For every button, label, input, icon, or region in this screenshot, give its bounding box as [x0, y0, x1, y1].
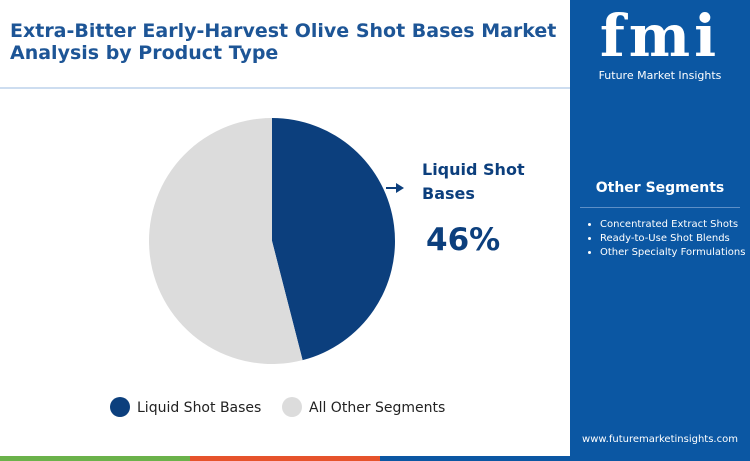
website: www.futuremarketinsights.com	[582, 434, 738, 445]
legend-label: All Other Segments	[309, 400, 445, 416]
sidebar-list: Concentrated Extract ShotsReady-to-Use S…	[584, 218, 750, 260]
sidebar-item: Ready-to-Use Shot Blends	[600, 232, 750, 246]
logo: fmi	[599, 2, 721, 70]
callout-arrowhead	[396, 183, 404, 193]
strip	[190, 456, 380, 461]
sidebar-item: Other Specialty Formulations	[600, 246, 750, 260]
brand-name: Future Market Insights	[598, 69, 722, 82]
strip	[380, 456, 570, 461]
sidebar: fmi Future Market Insights Other Segment…	[570, 0, 750, 461]
chart: Liquid Shot Bases All Other Segments	[0, 87, 570, 461]
legend-swatch	[110, 397, 130, 417]
chart-title: Extra-Bitter Early-Harvest Olive Shot Ba…	[10, 20, 557, 64]
legend-label: Liquid Shot Bases	[137, 400, 261, 416]
data-label: 46%	[426, 222, 501, 258]
sidebar-heading: Other Segments	[595, 180, 725, 196]
callout-label: Liquid Shot Bases	[422, 160, 525, 203]
strip	[0, 456, 190, 461]
sidebar-divider	[580, 207, 740, 208]
sidebar-item: Concentrated Extract Shots	[600, 218, 750, 232]
legend-swatch	[282, 397, 302, 417]
pie-slice	[148, 118, 303, 364]
pie-slice	[272, 118, 395, 361]
